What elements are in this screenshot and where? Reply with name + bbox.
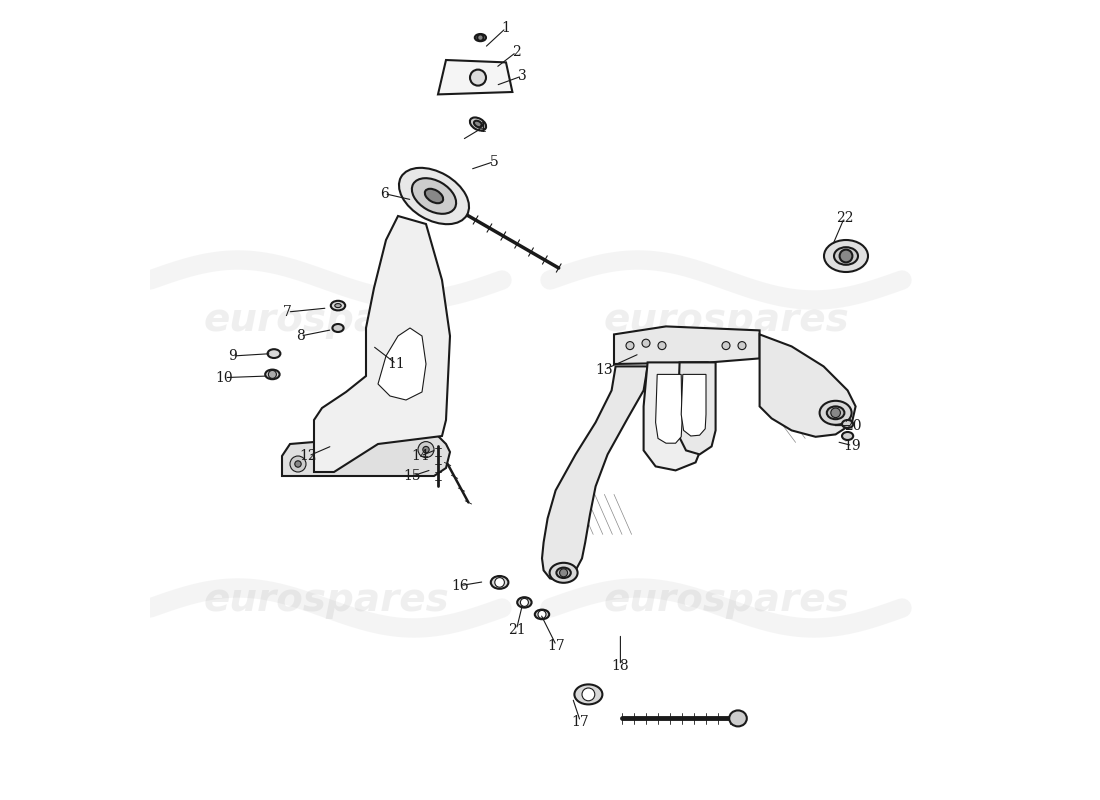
Text: 8: 8 [296,329,305,343]
Ellipse shape [842,432,854,440]
Circle shape [268,370,276,378]
Text: 17: 17 [572,714,590,729]
Text: eurospares: eurospares [603,301,849,339]
Text: 1: 1 [502,21,510,35]
Text: 10: 10 [216,370,233,385]
Polygon shape [282,432,450,476]
Ellipse shape [574,684,603,704]
Circle shape [538,610,546,618]
Text: 3: 3 [518,69,527,83]
Text: 14: 14 [411,449,429,463]
Ellipse shape [399,168,469,224]
Polygon shape [614,326,760,364]
Circle shape [830,408,840,418]
Circle shape [470,70,486,86]
Text: 17: 17 [548,638,565,653]
Ellipse shape [425,189,443,203]
Text: 19: 19 [844,438,861,453]
Text: 6: 6 [379,186,388,201]
Text: 12: 12 [299,449,317,463]
Text: 18: 18 [612,658,629,673]
Ellipse shape [842,420,854,428]
Text: eurospares: eurospares [603,581,849,619]
Circle shape [295,461,301,467]
Text: eurospares: eurospares [204,581,449,619]
Circle shape [495,578,505,587]
Ellipse shape [557,568,571,578]
Ellipse shape [729,710,747,726]
Circle shape [738,342,746,350]
Circle shape [560,569,568,577]
Ellipse shape [474,121,482,127]
Ellipse shape [334,304,341,308]
Polygon shape [314,216,450,472]
Circle shape [582,688,595,701]
Ellipse shape [331,301,345,310]
Text: eurospares: eurospares [204,301,449,339]
Text: 13: 13 [595,362,613,377]
Ellipse shape [827,406,845,419]
Circle shape [642,339,650,347]
Polygon shape [378,328,426,400]
Ellipse shape [411,178,456,214]
Text: 4: 4 [477,121,486,135]
Circle shape [422,446,429,453]
Ellipse shape [820,401,851,425]
Polygon shape [681,374,706,436]
Circle shape [658,342,666,350]
Circle shape [418,442,434,458]
Circle shape [290,456,306,472]
Ellipse shape [332,324,343,332]
Polygon shape [438,60,513,94]
Text: 5: 5 [490,154,498,169]
Circle shape [520,598,528,606]
Text: 11: 11 [387,357,405,371]
Text: 22: 22 [836,210,854,225]
Polygon shape [760,334,856,437]
Circle shape [626,342,634,350]
Text: 21: 21 [507,622,525,637]
Ellipse shape [267,349,280,358]
Text: 2: 2 [512,45,520,59]
Ellipse shape [550,563,578,582]
Ellipse shape [491,576,508,589]
Ellipse shape [824,240,868,272]
Circle shape [477,34,484,41]
Ellipse shape [265,370,279,379]
Polygon shape [542,366,648,581]
Ellipse shape [475,34,486,41]
Circle shape [722,342,730,350]
Text: 20: 20 [844,418,861,433]
Text: 9: 9 [228,349,236,363]
Polygon shape [644,362,707,470]
Text: 15: 15 [404,469,421,483]
Ellipse shape [535,610,549,619]
Text: 16: 16 [452,578,470,593]
Circle shape [839,250,853,262]
Polygon shape [656,374,682,443]
Polygon shape [678,362,716,454]
Ellipse shape [517,597,531,608]
Ellipse shape [470,118,486,130]
Text: 7: 7 [283,305,292,319]
Ellipse shape [834,247,858,265]
